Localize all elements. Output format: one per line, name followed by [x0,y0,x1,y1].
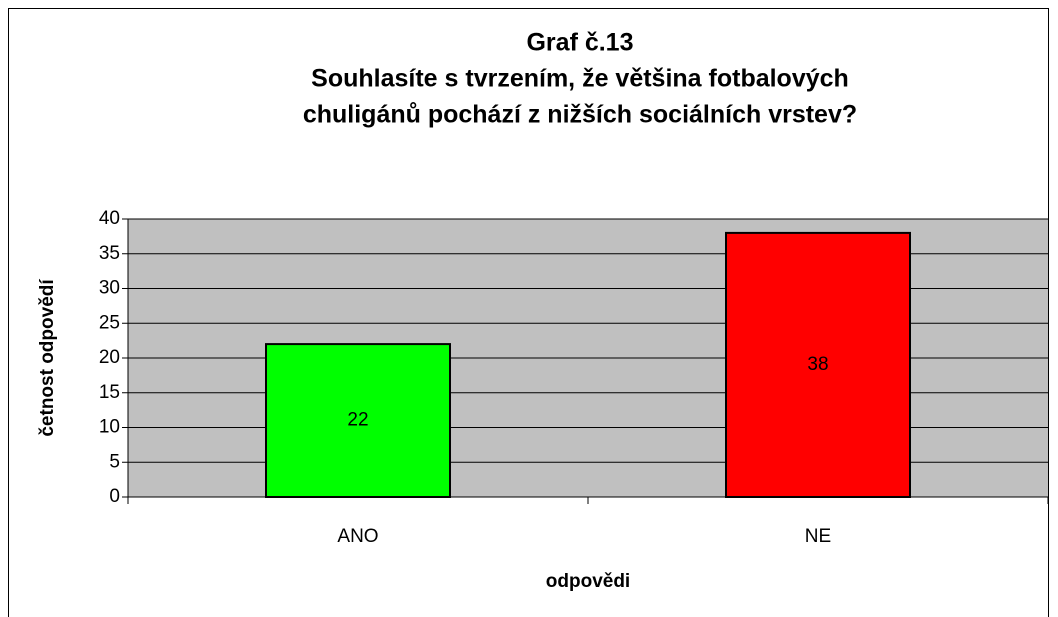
x-tick-label: NE [805,526,831,547]
x-tick-label: ANO [337,526,378,547]
bar [265,343,451,498]
y-axis-label: četnost odpovědí [37,279,58,437]
y-tick-label: 15 [99,382,120,403]
bar [725,231,911,498]
data-label: 38 [807,354,828,375]
y-tick-label: 20 [99,347,120,368]
y-tick-label: 35 [99,243,120,264]
y-tick-label: 10 [99,417,120,438]
y-tick-label: 30 [99,278,120,299]
y-tick-label: 40 [99,208,120,229]
y-tick-label: 5 [109,451,120,472]
chart-subtitle: chuligánů pochází z nižších sociálních v… [303,101,857,129]
chart-subtitle: Souhlasíte s tvrzením, že většina fotbal… [311,65,849,93]
x-axis-label: odpovědi [546,571,630,592]
data-label: 22 [347,410,368,431]
y-tick-label: 25 [99,312,120,333]
y-tick-label: 0 [109,486,120,507]
chart-title: Graf č.13 [526,29,633,57]
